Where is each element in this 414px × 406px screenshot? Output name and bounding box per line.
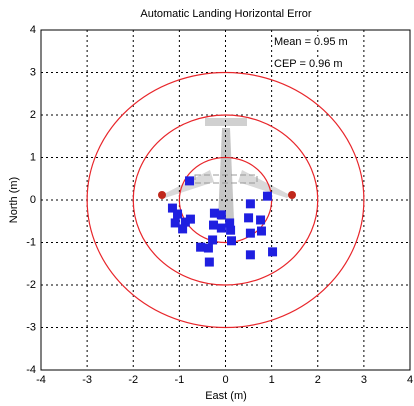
illustration-marker [158, 191, 166, 199]
chart: Automatic Landing Horizontal Error East … [0, 0, 414, 406]
y-tick-label: 2 [30, 109, 36, 121]
data-point [244, 213, 253, 222]
y-tick-label: -2 [26, 279, 36, 291]
data-point [217, 224, 226, 233]
y-tick-label: 4 [30, 24, 36, 36]
y-tick-label: -3 [26, 321, 36, 333]
y-tick-label: -1 [26, 236, 36, 248]
y-tick-label: 0 [30, 194, 36, 206]
annotation: Mean = 0.95 m [274, 36, 348, 48]
x-tick-label: 3 [361, 374, 367, 386]
data-point [263, 192, 272, 201]
data-point [196, 243, 205, 252]
data-point [256, 215, 265, 224]
x-tick-label: -2 [128, 374, 138, 386]
data-point [268, 247, 277, 256]
data-point [227, 236, 236, 245]
annotation: CEP = 0.96 m [274, 58, 343, 70]
x-axis-label: East (m) [205, 390, 247, 402]
data-point [246, 229, 255, 238]
x-tick-label: -3 [82, 374, 92, 386]
data-point [257, 227, 266, 236]
x-tick-label: 2 [315, 374, 321, 386]
data-point [225, 218, 234, 227]
x-tick-label: 1 [269, 374, 275, 386]
data-point [209, 221, 218, 230]
data-point [246, 250, 255, 259]
data-point [205, 258, 214, 267]
y-tick-label: -4 [26, 364, 36, 376]
data-point [173, 210, 182, 219]
y-axis-label: North (m) [8, 177, 20, 223]
x-tick-label: -1 [174, 374, 184, 386]
x-tick-label: 0 [222, 374, 228, 386]
data-point [204, 244, 213, 253]
x-tick-label: 4 [407, 374, 413, 386]
illustration-marker [288, 191, 296, 199]
y-tick-label: 1 [30, 151, 36, 163]
data-point [208, 235, 217, 244]
y-tick-label: 3 [30, 66, 36, 78]
data-point [178, 224, 187, 233]
x-tick-label: -4 [36, 374, 46, 386]
data-point [186, 215, 195, 224]
chart-title: Automatic Landing Horizontal Error [140, 8, 312, 20]
data-point [246, 199, 255, 208]
data-point [185, 176, 194, 185]
data-point [217, 210, 226, 219]
